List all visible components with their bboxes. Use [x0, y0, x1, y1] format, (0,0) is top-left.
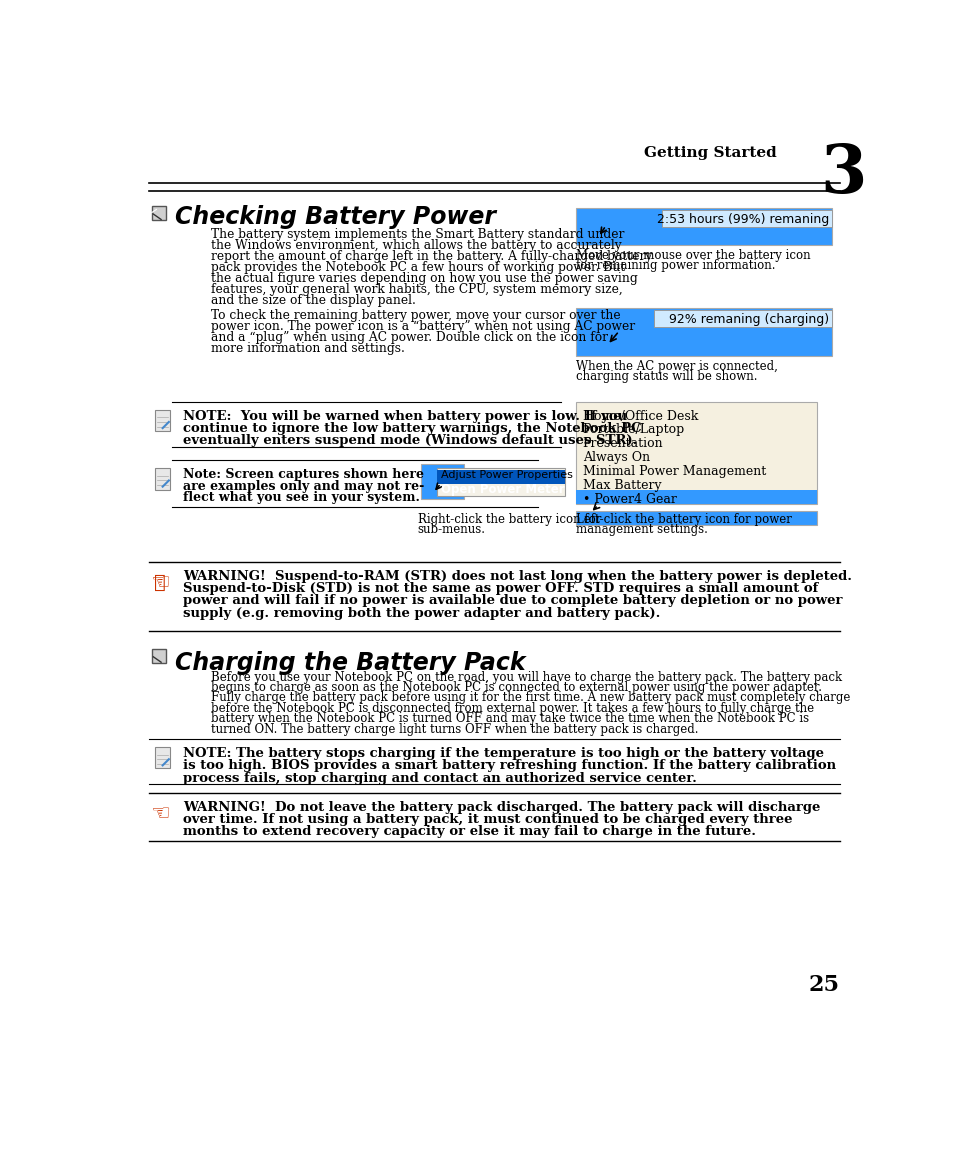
Text: Right-click the battery icon for: Right-click the battery icon for: [417, 513, 600, 526]
Text: continue to ignore the low battery warnings, the Notebook PC: continue to ignore the low battery warni…: [183, 422, 640, 435]
Text: 3: 3: [820, 142, 866, 208]
Text: is too high. BIOS provides a smart battery refreshing function. If the battery c: is too high. BIOS provides a smart batte…: [183, 759, 835, 773]
Text: Left-click the battery icon for power: Left-click the battery icon for power: [576, 513, 792, 526]
Text: eventually enters suspend mode (Windows default uses STR).: eventually enters suspend mode (Windows …: [183, 434, 637, 447]
Text: To check the remaining battery power, move your cursor over the: To check the remaining battery power, mo…: [211, 310, 619, 322]
Bar: [654, 311, 831, 327]
Text: power icon. The power icon is a “battery” when not using AC power: power icon. The power icon is a “battery…: [211, 320, 634, 333]
Text: battery when the Notebook PC is turned OFF and may take twice the time when the : battery when the Notebook PC is turned O…: [211, 713, 808, 725]
Bar: [152, 649, 166, 663]
Text: Checking Battery Power: Checking Battery Power: [174, 204, 496, 229]
Text: NOTE: The battery stops charging if the temperature is too high or the battery v: NOTE: The battery stops charging if the …: [183, 747, 823, 760]
Text: sub-menus.: sub-menus.: [417, 523, 485, 536]
Text: Move your mouse over the battery icon: Move your mouse over the battery icon: [576, 248, 810, 262]
Text: the Windows environment, which allows the battery to accurately: the Windows environment, which allows th…: [211, 239, 620, 252]
Text: management settings.: management settings.: [576, 523, 708, 536]
Text: charging status will be shown.: charging status will be shown.: [576, 370, 758, 382]
Text: months to extend recovery capacity or else it may fail to charge in the future.: months to extend recovery capacity or el…: [183, 826, 755, 839]
Text: supply (e.g. removing both the power adapter and battery pack).: supply (e.g. removing both the power ada…: [183, 606, 659, 620]
Text: When the AC power is connected,: When the AC power is connected,: [576, 359, 778, 373]
Text: 25: 25: [808, 974, 840, 996]
Bar: [152, 207, 166, 221]
Bar: [154, 468, 171, 490]
Text: begins to charge as soon as the Notebook PC is connected to external power using: begins to charge as soon as the Notebook…: [211, 681, 821, 694]
Bar: [154, 410, 171, 431]
Bar: [436, 470, 564, 484]
Text: Before you use your Notebook PC on the road, you will have to charge the battery: Before you use your Notebook PC on the r…: [211, 671, 841, 684]
Text: Adjust Power Properties: Adjust Power Properties: [440, 470, 572, 480]
Text: Open Power Meter: Open Power Meter: [440, 483, 564, 495]
Bar: [661, 210, 831, 228]
Bar: [576, 308, 831, 356]
Bar: [154, 747, 171, 768]
Bar: [576, 208, 831, 245]
Bar: [576, 490, 816, 504]
Text: 2:53 hours (99%) remaning: 2:53 hours (99%) remaning: [657, 213, 828, 225]
Text: NOTE:  You will be warned when battery power is low. If you: NOTE: You will be warned when battery po…: [183, 410, 626, 423]
Text: ☜: ☜: [150, 804, 170, 824]
Text: WARNING!  Do not leave the battery pack discharged. The battery pack will discha: WARNING! Do not leave the battery pack d…: [183, 800, 820, 814]
Text: ☜: ☜: [150, 573, 170, 593]
Text: and a “plug” when using AC power. Double click on the icon for: and a “plug” when using AC power. Double…: [211, 331, 607, 344]
Text: over time. If not using a battery pack, it must continued to be charged every th: over time. If not using a battery pack, …: [183, 813, 792, 826]
Bar: [421, 464, 464, 499]
Text: Getting Started: Getting Started: [643, 147, 776, 161]
Bar: [576, 402, 816, 504]
Text: Always On: Always On: [582, 452, 649, 464]
Text: WARNING!  Suspend-to-RAM (STR) does not last long when the battery power is depl: WARNING! Suspend-to-RAM (STR) does not l…: [183, 569, 851, 583]
Text: process fails, stop charging and contact an authorized service center.: process fails, stop charging and contact…: [183, 772, 696, 784]
Text: pack provides the Notebook PC a few hours of working power. But: pack provides the Notebook PC a few hour…: [211, 261, 624, 274]
Text: power and will fail if no power is available due to complete battery depletion o: power and will fail if no power is avail…: [183, 595, 841, 608]
Text: Portable/Laptop: Portable/Laptop: [582, 424, 684, 437]
Text: Max Battery: Max Battery: [582, 479, 660, 492]
Text: 92% remaning (charging): 92% remaning (charging): [668, 313, 828, 326]
Text: Home/Office Desk: Home/Office Desk: [582, 410, 698, 423]
Text: Suspend-to-Disk (STD) is not the same as power OFF. STD requires a small amount : Suspend-to-Disk (STD) is not the same as…: [183, 582, 817, 595]
Text: turned ON. The battery charge light turns OFF when the battery pack is charged.: turned ON. The battery charge light turn…: [211, 723, 698, 736]
Text: The battery system implements the Smart Battery standard under: The battery system implements the Smart …: [211, 228, 623, 241]
Text: Charging the Battery Pack: Charging the Battery Pack: [174, 650, 525, 675]
Text: flect what you see in your system.: flect what you see in your system.: [183, 491, 419, 505]
Text: the actual figure varies depending on how you use the power saving: the actual figure varies depending on ho…: [211, 271, 637, 284]
Text: Minimal Power Management: Minimal Power Management: [582, 465, 765, 478]
Text: are examples only and may not re-: are examples only and may not re-: [183, 479, 423, 493]
Text: Presentation: Presentation: [582, 438, 662, 450]
Bar: [576, 512, 816, 526]
Text: features, your general work habits, the CPU, system memory size,: features, your general work habits, the …: [211, 283, 621, 296]
Text: report the amount of charge left in the battery. A fully-charged battery: report the amount of charge left in the …: [211, 249, 651, 263]
Text: Note: Screen captures shown here: Note: Screen captures shown here: [183, 468, 423, 482]
Bar: [436, 468, 564, 495]
Text: 👋: 👋: [153, 573, 165, 591]
Text: more information and settings.: more information and settings.: [211, 342, 404, 355]
Text: Fully charge the battery pack before using it for the first time. A new battery : Fully charge the battery pack before usi…: [211, 692, 849, 705]
Text: • Power4 Gear: • Power4 Gear: [582, 493, 676, 506]
Text: for remaining power information.: for remaining power information.: [576, 259, 775, 271]
Text: before the Notebook PC is disconnected from external power. It takes a few hours: before the Notebook PC is disconnected f…: [211, 702, 813, 715]
Text: and the size of the display panel.: and the size of the display panel.: [211, 293, 416, 306]
